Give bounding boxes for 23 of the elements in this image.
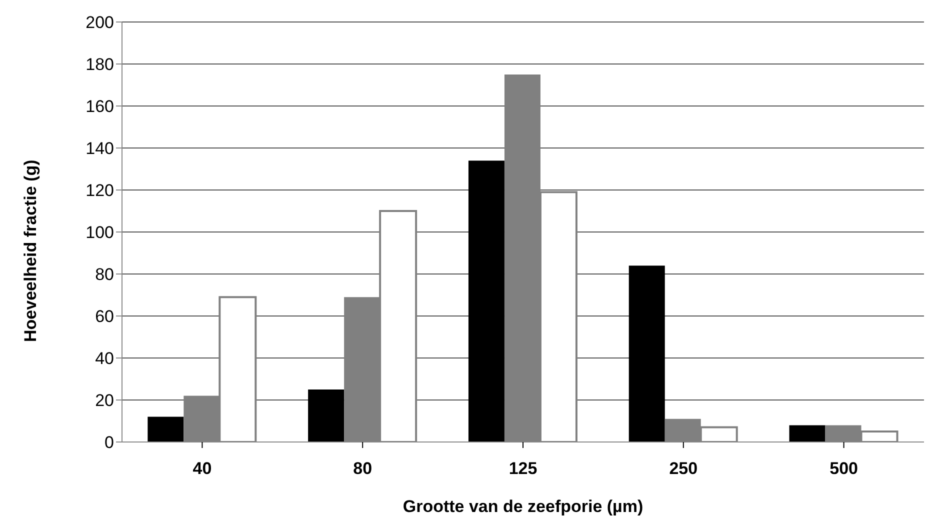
- y-tick-label: 0: [104, 433, 114, 452]
- bar: [148, 416, 184, 442]
- y-tick-label: 200: [86, 13, 114, 32]
- y-tick-label: 60: [95, 307, 114, 326]
- y-tick-label: 80: [95, 265, 114, 284]
- x-tick-label: 250: [669, 459, 698, 478]
- y-tick-label: 140: [86, 139, 114, 158]
- x-tick-label: 125: [508, 459, 538, 478]
- y-tick-label: 120: [86, 181, 114, 200]
- bar: [628, 266, 665, 442]
- y-tick-label: 40: [95, 349, 114, 368]
- x-tick-label: 500: [830, 459, 858, 478]
- bar: [789, 425, 826, 442]
- y-tick-label: 100: [86, 223, 114, 242]
- y-tick-label: 160: [86, 97, 114, 116]
- y-axis-title: Hoeveelheid fractie (g): [21, 160, 40, 342]
- bar: [468, 160, 504, 442]
- y-tick-label: 180: [86, 55, 114, 74]
- x-tick-label: 40: [192, 459, 212, 478]
- bar: [308, 390, 344, 442]
- y-tick-label: 20: [95, 391, 114, 410]
- x-axis-title: Grootte van de zeefporie (µm): [402, 497, 644, 516]
- x-tick-label: 80: [353, 459, 372, 478]
